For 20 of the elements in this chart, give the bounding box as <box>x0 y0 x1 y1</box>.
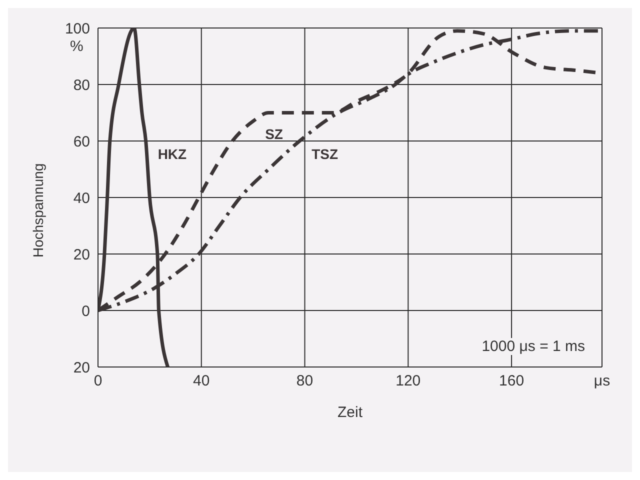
y-tick-label: 20 <box>73 359 90 376</box>
y-tick-label: 0 <box>82 302 90 320</box>
y-tick-label: 100 <box>64 20 90 38</box>
x-tick-label: 40 <box>193 372 210 390</box>
series-label: SZ <box>265 126 284 142</box>
series-label: HKZ <box>158 146 188 162</box>
y-axis-title: Hochspannung <box>30 163 46 258</box>
x-tick-label: μs <box>594 372 610 390</box>
x-axis-title: Zeit <box>337 404 364 421</box>
y-tick-label: 40 <box>73 190 90 207</box>
annotation: 1000 μs = 1 ms <box>480 338 587 355</box>
text: % <box>70 38 84 55</box>
y-tick-label: 60 <box>73 133 90 150</box>
x-tick-label: 0 <box>94 372 102 390</box>
y-tick-label: 20 <box>73 246 90 264</box>
x-tick-label: 160 <box>499 372 524 390</box>
x-tick-label: 80 <box>296 372 314 390</box>
x-tick-label: 120 <box>396 372 421 390</box>
y-tick-label: 80 <box>73 76 90 94</box>
series-label: TSZ <box>312 146 338 162</box>
